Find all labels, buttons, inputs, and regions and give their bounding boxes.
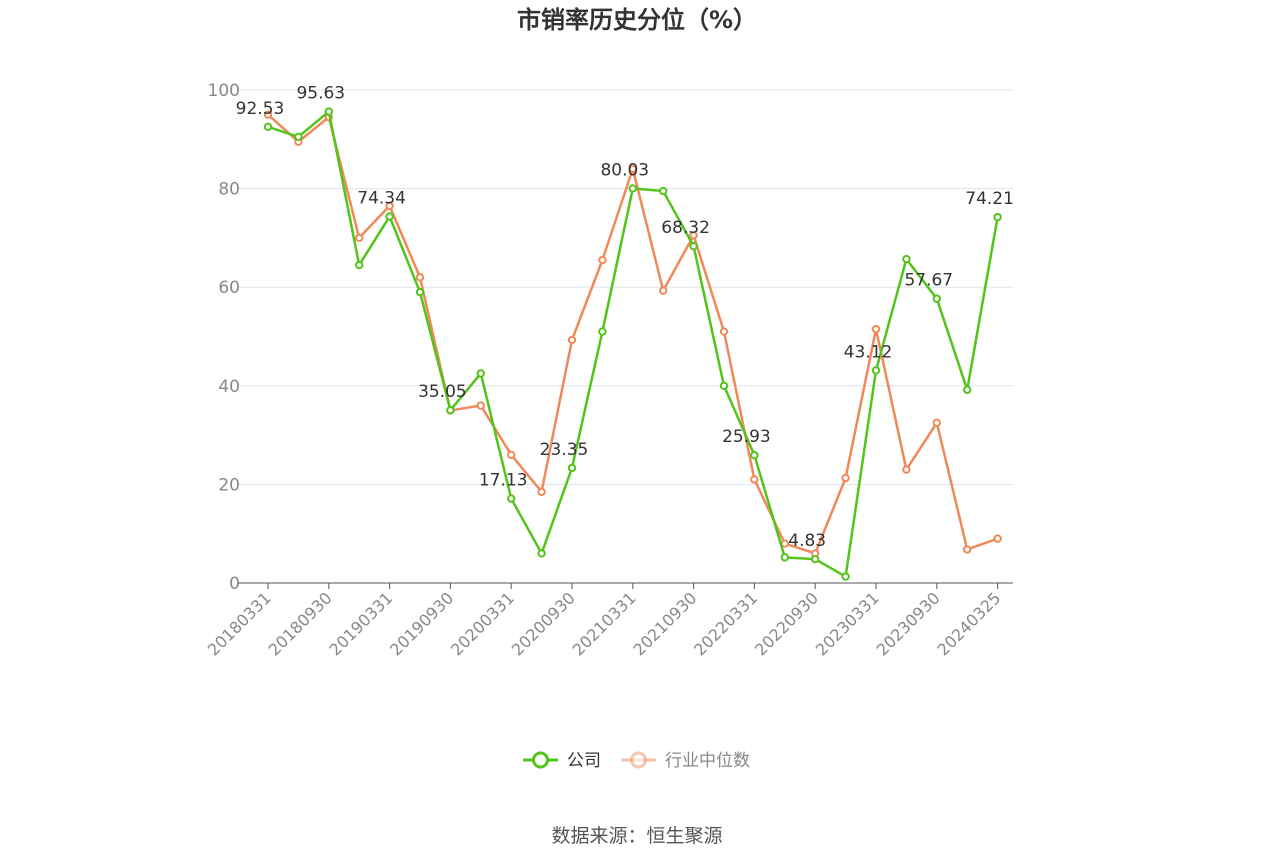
data-point-0[interactable] (750, 450, 759, 460)
data-point-0[interactable] (871, 366, 881, 375)
x-tick-label: 20200331 (447, 588, 518, 659)
data-point-0[interactable] (263, 122, 273, 132)
data-point-0[interactable] (446, 406, 455, 415)
data-point-0[interactable] (567, 463, 577, 473)
y-axis: 0 20 40 60 80 100 (208, 81, 240, 594)
x-tick-label: 20220331 (690, 588, 761, 659)
data-point-1[interactable] (659, 286, 668, 295)
x-tick-label: 20190930 (386, 588, 457, 659)
data-point-0[interactable] (993, 212, 1002, 222)
data-point-1[interactable] (750, 475, 759, 484)
data-label: 95.63 (296, 84, 345, 104)
chart-title: 市销率历史分位（%） (517, 6, 757, 34)
data-label: 68.32 (661, 218, 710, 238)
data-labels: 92.53 95.63 74.34 35.05 17.13 23.35 80.03 68.32… (236, 84, 1014, 552)
x-tick-label: 20210331 (569, 588, 640, 659)
data-point-0[interactable] (598, 327, 607, 336)
data-label: 4.83 (788, 531, 826, 551)
y-tick-label: 100 (208, 81, 240, 101)
data-point-0[interactable] (811, 554, 820, 564)
data-point-0[interactable] (841, 572, 850, 581)
data-label: 74.34 (357, 189, 406, 209)
data-label: 57.67 (904, 271, 953, 291)
data-label: 80.03 (600, 160, 649, 180)
data-label: 74.21 (965, 189, 1014, 209)
y-tick-label: 20 (218, 475, 240, 495)
x-axis: 2018033120180930201903312019093020200331… (204, 582, 1013, 659)
data-point-1[interactable] (902, 465, 911, 474)
data-point-0[interactable] (507, 494, 516, 503)
legend-marker (532, 751, 549, 769)
y-tick-label: 80 (218, 180, 240, 200)
data-point-1[interactable] (628, 164, 637, 174)
data-point-1[interactable] (871, 324, 881, 334)
data-label: 35.05 (418, 382, 467, 402)
data-label: 43.12 (844, 342, 893, 362)
legend-label: 公司 (567, 751, 601, 771)
data-point-0[interactable] (689, 241, 698, 251)
x-tick-label: 20230331 (812, 588, 883, 659)
data-label: 25.93 (722, 427, 771, 447)
y-tick-label: 0 (229, 574, 240, 594)
x-tick-label: 20180930 (265, 588, 336, 659)
legend[interactable]: 公司 行业中位数 (523, 751, 750, 771)
y-tick-label: 40 (218, 377, 240, 397)
data-label: 92.53 (236, 99, 285, 119)
data-point-1[interactable] (932, 418, 941, 427)
data-label: 23.35 (540, 440, 589, 460)
data-point-0[interactable] (537, 549, 546, 558)
data-point-0[interactable] (659, 186, 668, 196)
data-label: 17.13 (479, 471, 528, 491)
data-point-1[interactable] (415, 273, 425, 282)
data-point-0[interactable] (932, 294, 941, 303)
legend-item-1[interactable]: 行业中位数 (621, 751, 750, 771)
data-point-1[interactable] (567, 335, 577, 345)
x-tick-label: 20200930 (508, 588, 579, 659)
data-point-0[interactable] (780, 553, 789, 562)
grid-lines (238, 89, 1013, 485)
y-tick-label: 60 (218, 278, 240, 298)
data-point-1[interactable] (263, 110, 273, 119)
data-point-0[interactable] (385, 212, 394, 221)
data-point-1[interactable] (841, 473, 850, 483)
series-layer (263, 107, 1002, 581)
series-line-1 (267, 113, 999, 555)
x-tick-label: 20210930 (629, 588, 700, 659)
x-tick-label: 20220930 (751, 588, 822, 659)
data-point-1[interactable] (476, 401, 485, 410)
data-point-1[interactable] (598, 255, 607, 265)
x-tick-label: 20230930 (873, 588, 944, 659)
x-tick-label: 20190331 (325, 588, 396, 659)
data-point-1[interactable] (963, 545, 972, 554)
data-point-1[interactable] (719, 327, 729, 336)
legend-marker (630, 751, 647, 769)
data-point-0[interactable] (324, 107, 333, 116)
data-point-0[interactable] (902, 254, 911, 264)
data-point-1[interactable] (993, 534, 1002, 543)
x-tick-label: 20240325 (933, 588, 1004, 659)
data-point-1[interactable] (537, 487, 546, 496)
data-point-1[interactable] (355, 233, 364, 243)
data-point-0[interactable] (415, 287, 425, 297)
data-point-0[interactable] (963, 385, 972, 394)
data-point-0[interactable] (719, 381, 729, 390)
data-point-1[interactable] (507, 450, 516, 460)
data-point-0[interactable] (628, 184, 637, 193)
legend-label: 行业中位数 (665, 751, 750, 771)
legend-item-0[interactable]: 公司 (523, 751, 601, 771)
x-tick-label: 20180331 (204, 588, 275, 659)
data-point-0[interactable] (476, 369, 485, 378)
data-source: 数据来源：恒生聚源 (551, 825, 722, 847)
data-point-0[interactable] (355, 260, 364, 270)
data-point-1[interactable] (689, 231, 698, 240)
data-point-0[interactable] (294, 132, 303, 142)
data-point-1[interactable] (385, 201, 394, 211)
